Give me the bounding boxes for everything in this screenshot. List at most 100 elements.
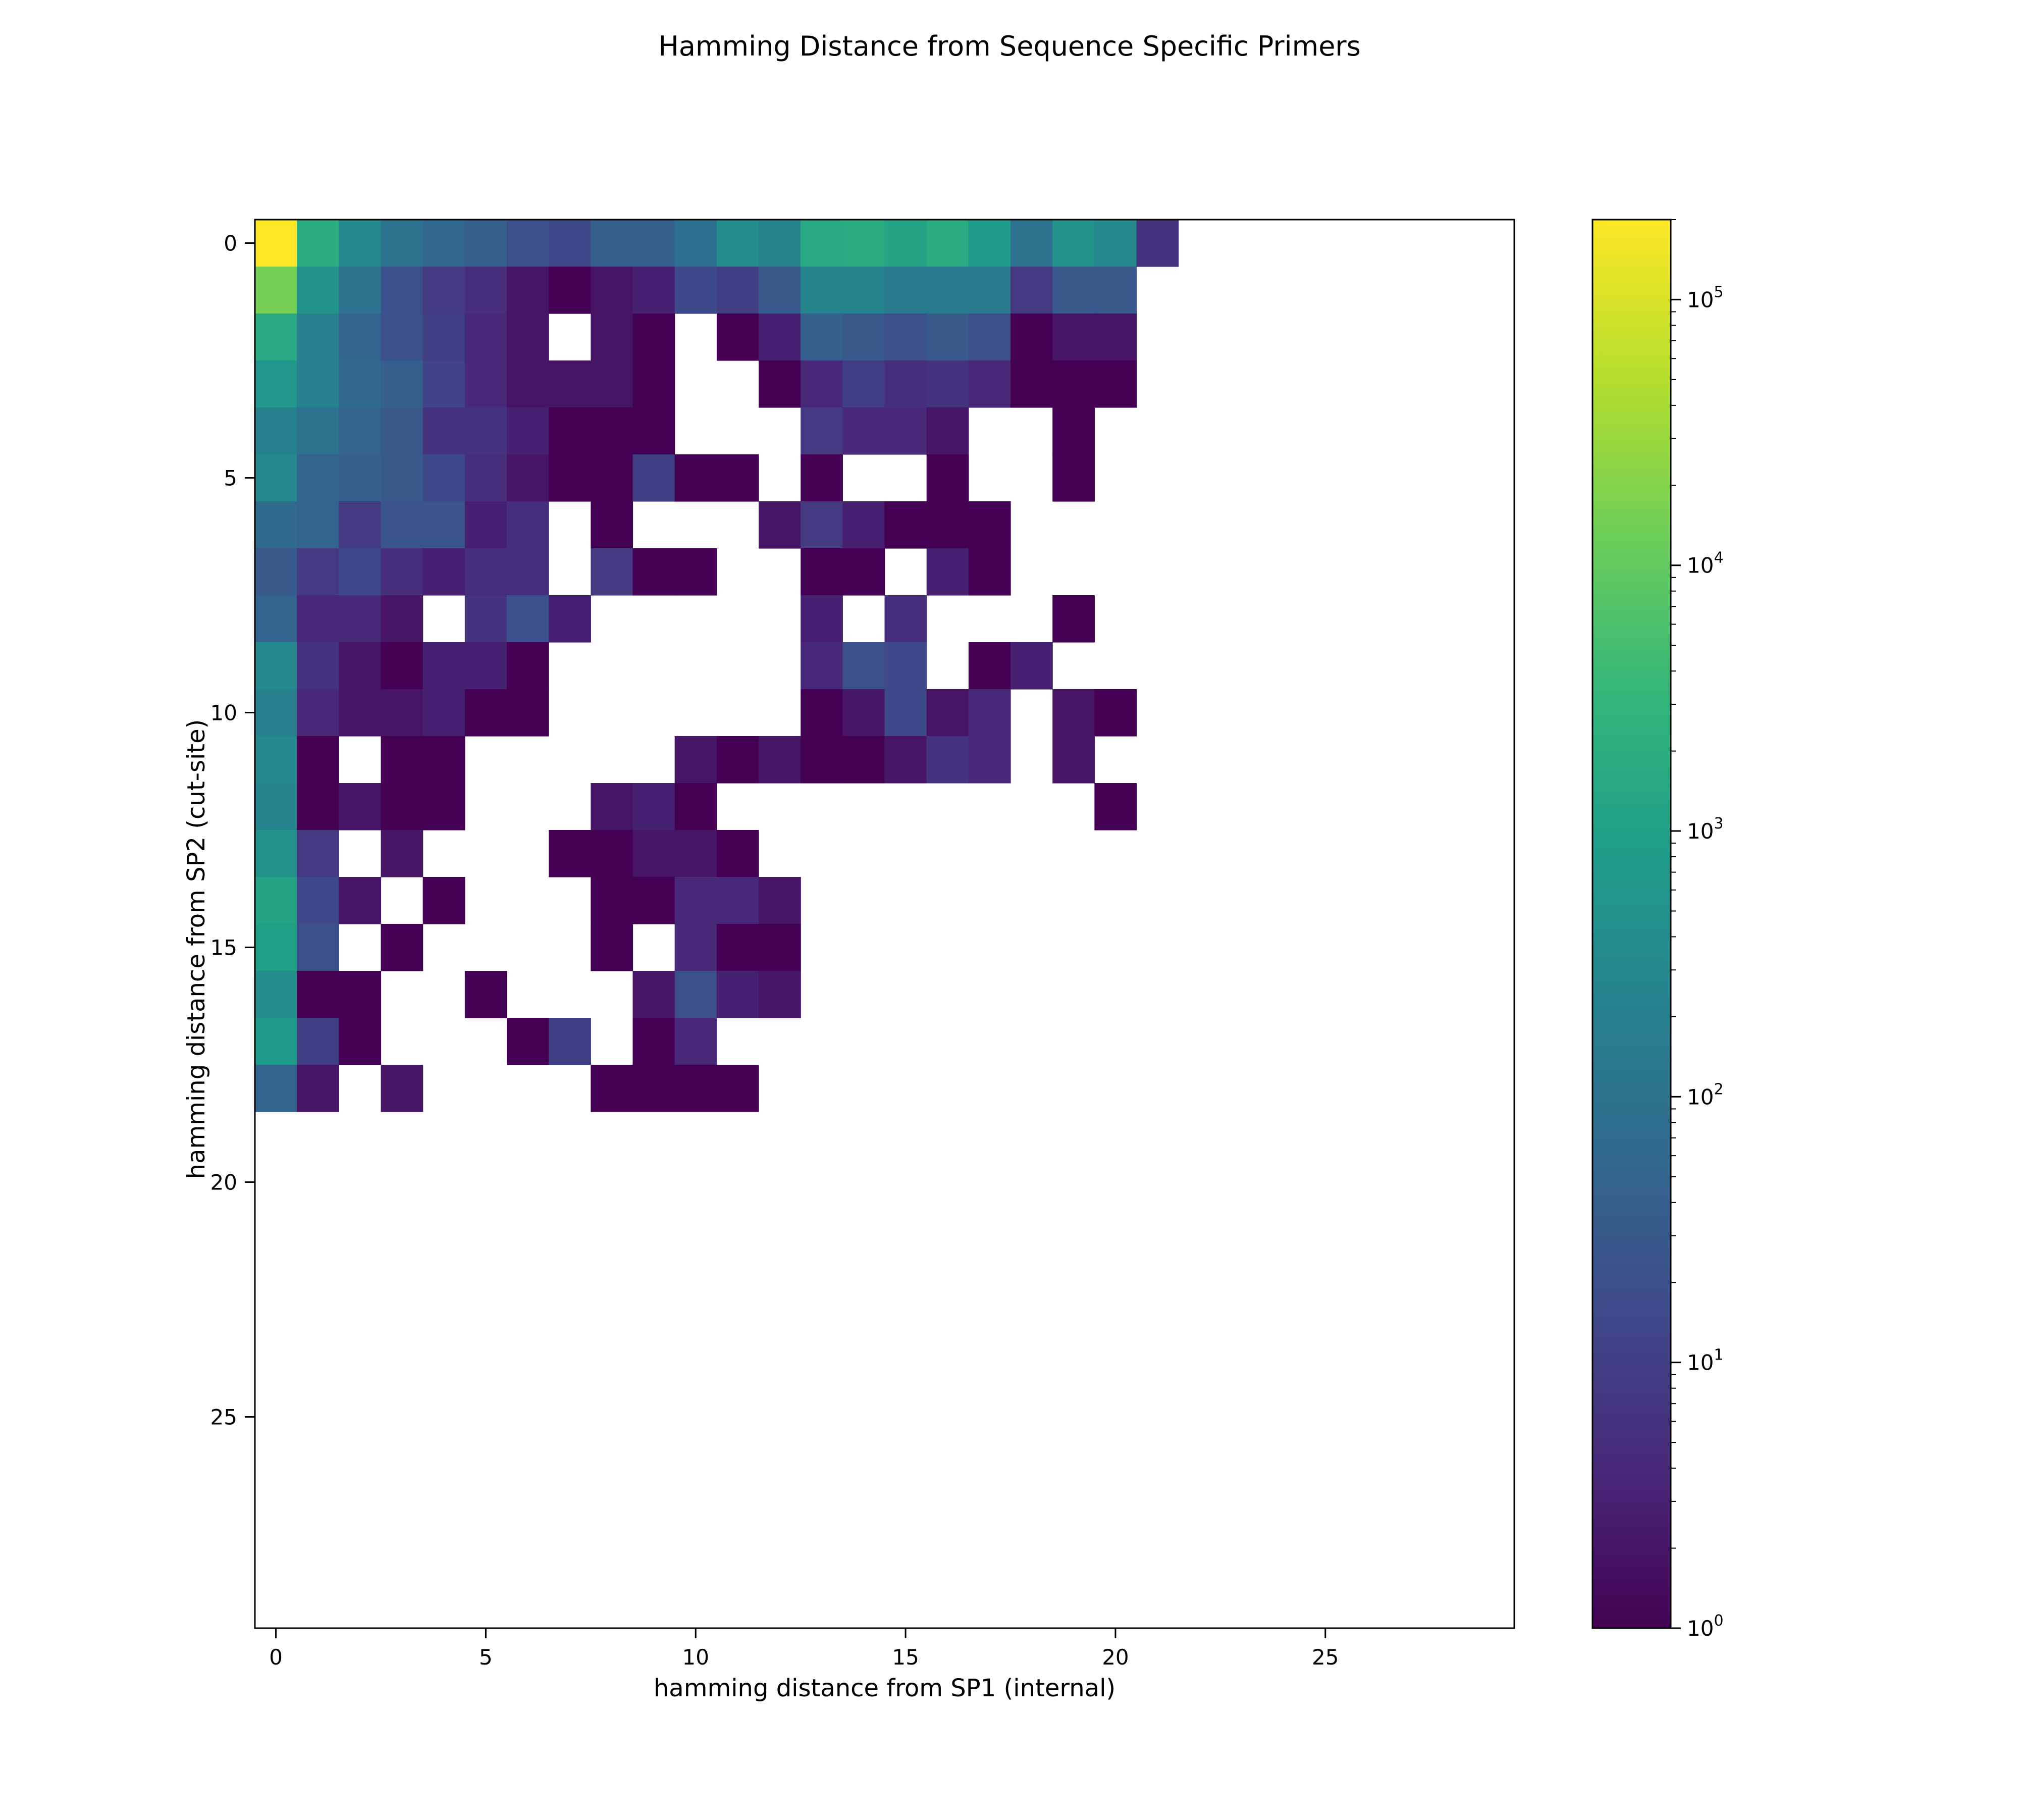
heatmap-cell	[549, 220, 591, 267]
heatmap-cell	[255, 877, 297, 924]
heatmap-cell	[759, 971, 801, 1018]
heatmap-cell	[422, 642, 465, 690]
heatmap-cell	[591, 501, 633, 549]
heatmap-cell	[926, 736, 969, 784]
heatmap-cell	[801, 314, 843, 361]
heatmap-cell	[926, 548, 969, 596]
heatmap-cell	[255, 314, 297, 361]
heatmap-cell	[842, 736, 885, 784]
heatmap-cell	[297, 877, 339, 924]
heatmap-cell	[674, 877, 717, 924]
heatmap-cell	[842, 314, 885, 361]
heatmap-cell	[759, 877, 801, 924]
heatmap-cell	[339, 454, 382, 502]
heatmap-cell	[632, 314, 675, 361]
x-tick-label: 10	[682, 1645, 709, 1670]
y-axis-ticks: 0 5 10 15 20 25	[210, 231, 255, 1430]
heatmap-cell	[381, 267, 423, 314]
x-axis-label: hamming distance from SP1 (internal)	[654, 1674, 1115, 1702]
heatmap-cell	[1052, 407, 1095, 455]
heatmap-cell	[716, 267, 759, 314]
y-tick-label: 25	[210, 1405, 237, 1430]
heatmap-cell	[884, 595, 927, 643]
heatmap-cell	[801, 548, 843, 596]
heatmap-cell	[1011, 220, 1053, 267]
heatmap-cell	[674, 924, 717, 971]
colorbar	[1591, 219, 1672, 1629]
heatmap-cell	[968, 642, 1011, 690]
heatmap-cell	[716, 454, 759, 502]
heatmap-cell	[632, 220, 675, 267]
heatmap-cell	[549, 595, 591, 643]
heatmap-cell	[255, 595, 297, 643]
heatmap-cell	[591, 877, 633, 924]
heatmap-cell	[255, 407, 297, 455]
heatmap-cell	[632, 548, 675, 596]
heatmap-cell	[255, 971, 297, 1018]
heatmap-cell	[381, 642, 423, 690]
heatmap-cell	[464, 642, 507, 690]
heatmap-cell	[507, 360, 549, 408]
heatmap-cell	[1052, 314, 1095, 361]
heatmap-cell	[297, 736, 339, 784]
heatmap-cell	[926, 501, 969, 549]
heatmap-cell	[339, 548, 382, 596]
heatmap-cell	[1094, 689, 1137, 737]
heatmap-cell	[674, 1065, 717, 1112]
heatmap-cell	[801, 267, 843, 314]
heatmap-cell	[464, 220, 507, 267]
heatmap-cell	[297, 1065, 339, 1112]
heatmap-cell	[926, 407, 969, 455]
x-tick-label: 20	[1102, 1645, 1129, 1670]
heatmap-cell	[674, 736, 717, 784]
heatmap-cell	[1052, 595, 1095, 643]
heatmap-cell	[842, 267, 885, 314]
heatmap-cell	[339, 877, 382, 924]
heatmap-cell	[381, 924, 423, 971]
heatmap-cell	[716, 877, 759, 924]
heatmap-cell	[297, 267, 339, 314]
heatmap-cell	[464, 360, 507, 408]
heatmap-cell	[297, 642, 339, 690]
heatmap-cell	[759, 736, 801, 784]
heatmap-cell	[716, 314, 759, 361]
heatmap-cell	[674, 454, 717, 502]
heatmap-cell	[716, 924, 759, 971]
heatmap-cell	[422, 501, 465, 549]
heatmap-cell	[591, 454, 633, 502]
heatmap-cell	[464, 548, 507, 596]
heatmap-cell	[842, 360, 885, 408]
heatmap-cell	[255, 267, 297, 314]
heatmap-cell	[297, 830, 339, 877]
heatmap-cell	[926, 689, 969, 737]
heatmap-cell	[297, 454, 339, 502]
heatmap-cell	[884, 501, 927, 549]
heatmap-cell	[926, 360, 969, 408]
heatmap-cell	[507, 1018, 549, 1065]
heatmap-cell	[297, 501, 339, 549]
heatmap-cell	[549, 1018, 591, 1065]
heatmap-cell	[968, 736, 1011, 784]
heatmap-cell	[632, 407, 675, 455]
heatmap-cell	[464, 314, 507, 361]
heatmap-cell	[549, 454, 591, 502]
heatmap-cell	[255, 220, 297, 267]
heatmap-cell	[968, 314, 1011, 361]
heatmap-cell	[381, 830, 423, 877]
x-axis-ticks: 0 5 10 15 20 25	[269, 1628, 1339, 1670]
heatmap-cell	[674, 1018, 717, 1065]
heatmap-cell	[381, 736, 423, 784]
heatmap-cell	[632, 877, 675, 924]
heatmap-cell	[255, 1018, 297, 1065]
heatmap-cell	[674, 830, 717, 877]
heatmap-cell	[926, 314, 969, 361]
heatmap-cell	[339, 501, 382, 549]
colorbar-tick-label: 104	[1687, 549, 1724, 578]
heatmap-cell	[674, 783, 717, 830]
heatmap-cell	[255, 360, 297, 408]
heatmap-cell	[801, 595, 843, 643]
heatmap-cell	[674, 971, 717, 1018]
heatmap-cell	[464, 267, 507, 314]
heatmap-cell	[591, 220, 633, 267]
